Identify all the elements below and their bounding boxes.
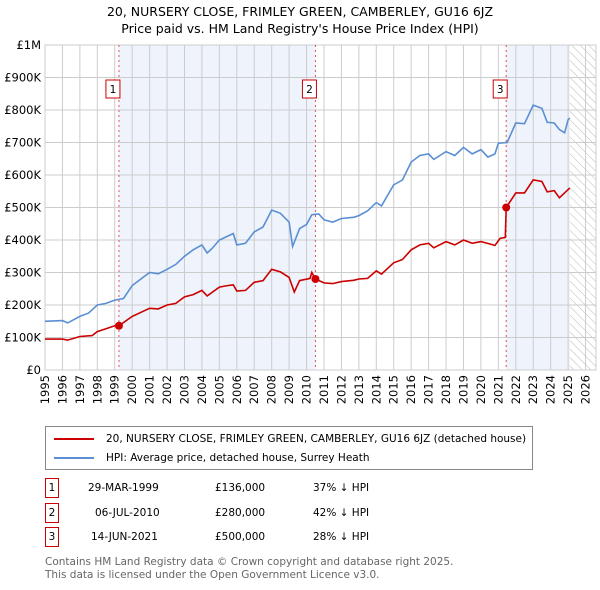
legend-label: 20, NURSERY CLOSE, FRIMLEY GREEN, CAMBER… — [106, 433, 527, 445]
sale-badge: 1 — [45, 478, 59, 498]
chart-subtitle: Price paid vs. HM Land Registry's House … — [121, 21, 479, 36]
sale-badge: 3 — [45, 527, 59, 547]
legend-label: HPI: Average price, detached house, Surr… — [106, 452, 370, 464]
series-line-hpi — [44, 104, 571, 324]
x-tick-label: 2015 — [387, 375, 401, 404]
sale-label-box — [492, 79, 508, 99]
y-tick-label: £700K — [4, 136, 41, 150]
chart-title: 20, NURSERY CLOSE, FRIMLEY GREEN, CAMBER… — [106, 4, 494, 19]
footer-line: Contains HM Land Registry data © Crown c… — [45, 556, 454, 568]
footer-line: This data is licensed under the Open Gov… — [45, 569, 380, 581]
footer: Contains HM Land Registry data © Crown c… — [45, 556, 453, 582]
sale-price: £136,000 — [215, 482, 266, 494]
sale-date: 29-MAR-1999 — [88, 482, 159, 494]
y-tick-label: £500K — [4, 201, 41, 215]
x-tick-label: 2022 — [509, 375, 523, 404]
y-tick-label: £100K — [4, 331, 41, 345]
sale-point — [114, 321, 123, 330]
sale-price: £500,000 — [215, 531, 266, 543]
legend-item-hpi: HPI: Average price, detached house, Surr… — [54, 450, 369, 466]
legend-item-property: 20, NURSERY CLOSE, FRIMLEY GREEN, CAMBER… — [54, 431, 526, 447]
x-tick-label: 1997 — [73, 375, 87, 404]
x-tick-label: 2012 — [334, 375, 348, 404]
x-tick-label: 2020 — [474, 375, 488, 404]
sale-label-box — [301, 79, 317, 99]
x-tick-label: 1996 — [55, 375, 69, 404]
legend-swatch — [54, 438, 94, 440]
x-tick-label: 2021 — [491, 375, 505, 404]
x-tick-label: 2008 — [265, 375, 279, 404]
x-tick-label: 2003 — [177, 375, 191, 404]
x-tick-label: 2004 — [195, 375, 209, 404]
sale-point — [311, 275, 320, 283]
sale-hpi-diff: 42% ↓ HPI — [313, 507, 370, 519]
x-tick-label: 2017 — [422, 375, 436, 404]
y-tick-label: £800K — [4, 103, 41, 117]
x-tick-label: 2014 — [369, 375, 383, 404]
sale-label: 2 — [306, 84, 313, 96]
x-tick-label: 2001 — [143, 375, 157, 404]
x-tick-label: 2013 — [352, 375, 366, 404]
sale-hpi-diff: 28% ↓ HPI — [313, 531, 370, 543]
x-tick-label: 2024 — [544, 375, 558, 404]
sale-price: £280,000 — [215, 507, 266, 519]
sale-point — [502, 203, 511, 212]
y-tick-label: £1M — [16, 38, 41, 52]
x-tick-label: 2019 — [456, 375, 470, 404]
sale-label-box — [105, 79, 121, 99]
x-tick-label: 2023 — [526, 375, 540, 404]
x-tick-label: 2002 — [160, 375, 174, 404]
legend: 20, NURSERY CLOSE, FRIMLEY GREEN, CAMBER… — [45, 426, 533, 470]
y-tick-label: £900K — [4, 71, 41, 85]
sale-badge: 2 — [45, 503, 59, 523]
x-tick-label: 2011 — [317, 375, 331, 404]
x-tick-label: 2000 — [125, 375, 139, 404]
price-chart: 1995 1996 1997 1998 1999 2000 2001 2002 2003 2004… — [4, 38, 597, 404]
sale-label: 3 — [497, 84, 504, 96]
x-tick-label: 1998 — [90, 375, 104, 404]
x-tick-label: 2016 — [404, 375, 418, 404]
x-tick-label: 2010 — [300, 375, 314, 404]
y-tick-label: £300K — [4, 266, 41, 280]
y-tick-label: £400K — [4, 233, 41, 247]
x-tick-label: 2009 — [282, 375, 296, 404]
plot-border — [44, 44, 597, 371]
x-tick-label: 2025 — [561, 375, 575, 404]
y-tick-label: £200K — [4, 298, 41, 312]
x-tick-label: 2007 — [247, 375, 261, 404]
y-tick-label: £600K — [4, 168, 41, 182]
x-tick-label: 1995 — [38, 375, 52, 404]
x-tick-label: 1999 — [108, 375, 122, 404]
x-tick-label: 2005 — [212, 375, 226, 404]
sale-date: 14-JUN-2021 — [91, 531, 158, 543]
sale-hpi-diff: 37% ↓ HPI — [313, 482, 370, 494]
x-tick-label: 2018 — [439, 375, 453, 404]
series-line-property — [45, 179, 571, 341]
sale-date: 06-JUL-2010 — [95, 507, 160, 519]
x-tick-label: 2026 — [579, 375, 593, 404]
y-tick-label: £0 — [26, 363, 41, 377]
x-tick-label: 2006 — [230, 375, 244, 404]
legend-swatch — [54, 457, 94, 459]
sale-label: 1 — [110, 84, 117, 96]
